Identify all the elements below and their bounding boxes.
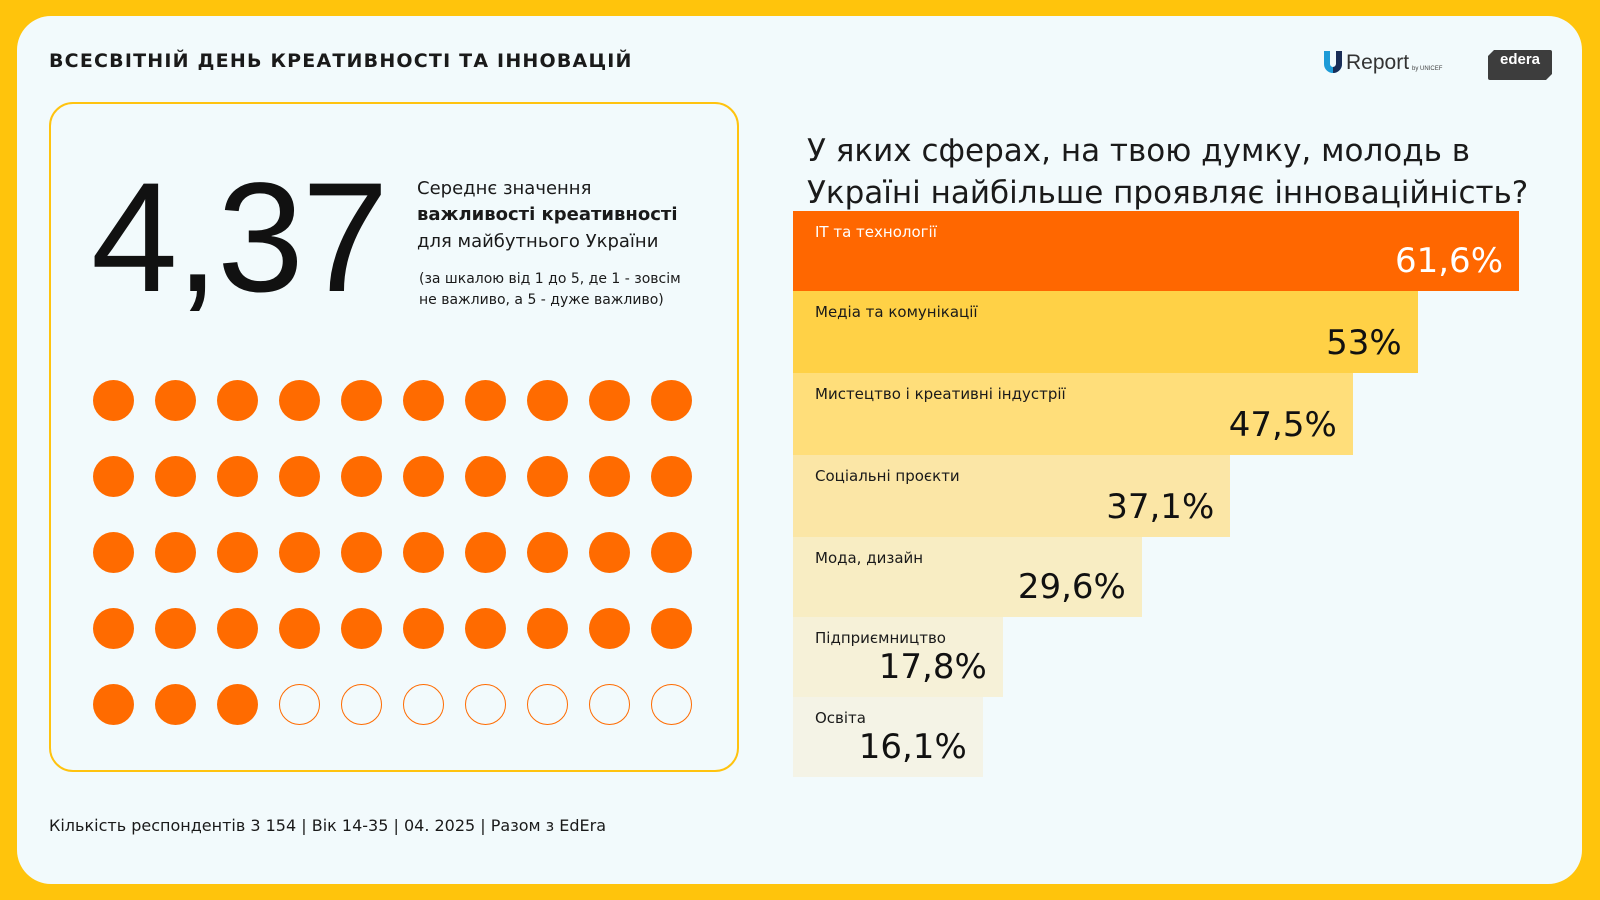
- bar-value-label: 17,8%: [878, 647, 987, 687]
- dot-filled: [341, 532, 382, 573]
- bar-value-label: 37,1%: [1106, 487, 1215, 527]
- bar: [793, 537, 1142, 617]
- dot-empty: [341, 684, 382, 725]
- footer-meta: Кількість респондентів 3 154 | Вік 14-35…: [49, 816, 607, 835]
- score-label-line2: важливості креативності: [417, 204, 678, 225]
- bar-value-label: 29,6%: [1017, 567, 1126, 607]
- logos: Report by UNICEF edera: [17, 46, 1582, 86]
- dot-filled: [589, 456, 630, 497]
- page-title: ВСЕСВІТНІЙ ДЕНЬ КРЕАТИВНОСТІ ТА ІННОВАЦІ…: [49, 50, 633, 72]
- chart-question: У яких сферах, на твою думку, молодь в У…: [807, 133, 1529, 211]
- dot-filled: [341, 608, 382, 649]
- bar: [793, 373, 1353, 455]
- bar: [793, 291, 1418, 373]
- dot-filled: [589, 608, 630, 649]
- dot-filled: [589, 532, 630, 573]
- bar: [793, 697, 983, 777]
- dot-empty: [403, 684, 444, 725]
- dot-filled: [217, 532, 258, 573]
- score-note-line1: (за шкалою від 1 до 5, де 1 - зовсім: [419, 271, 681, 287]
- dot-filled: [527, 456, 568, 497]
- dot-empty: [527, 684, 568, 725]
- dot-filled: [93, 380, 134, 421]
- ureport-name: Report: [1346, 51, 1410, 74]
- dot-filled: [651, 380, 692, 421]
- dot-filled: [279, 380, 320, 421]
- bar-value-label: 16,1%: [858, 727, 967, 767]
- dot-filled: [217, 456, 258, 497]
- edera-name: edera: [1499, 51, 1541, 68]
- dot-empty: [279, 684, 320, 725]
- dot-filled: [341, 380, 382, 421]
- ureport-logo: Report by UNICEF: [1323, 50, 1442, 74]
- dot-filled: [403, 456, 444, 497]
- dot-filled: [93, 684, 134, 725]
- dot-filled: [279, 456, 320, 497]
- dot-filled: [589, 380, 630, 421]
- dot-filled: [155, 456, 196, 497]
- dot-filled: [93, 532, 134, 573]
- dot-filled: [155, 380, 196, 421]
- dot-filled: [527, 380, 568, 421]
- dot-filled: [155, 608, 196, 649]
- score-value: 4,37: [91, 151, 389, 325]
- bar-category-label: Освіта: [815, 709, 866, 727]
- dot-empty: [651, 684, 692, 725]
- dot-filled: [465, 532, 506, 573]
- bar: [793, 211, 1519, 291]
- creativity-score-panel: 4,37 Середнє значення важливості креатив…: [49, 102, 739, 772]
- dot-filled: [651, 456, 692, 497]
- score-label-line1: Середнє значення: [417, 178, 592, 199]
- edera-logo: edera: [1488, 48, 1552, 80]
- ureport-by: by UNICEF: [1412, 66, 1443, 72]
- dot-filled: [217, 608, 258, 649]
- dot-filled: [155, 684, 196, 725]
- dot-filled: [651, 608, 692, 649]
- dot-filled: [155, 532, 196, 573]
- bar: [793, 617, 1003, 697]
- dot-filled: [341, 456, 382, 497]
- dot-empty: [465, 684, 506, 725]
- bar-value-label: 47,5%: [1228, 405, 1337, 445]
- dot-filled: [93, 456, 134, 497]
- dot-filled: [279, 532, 320, 573]
- bar-category-label: ІТ та технології: [815, 223, 937, 241]
- dot-filled: [465, 608, 506, 649]
- dot-grid: [51, 104, 741, 774]
- dot-filled: [217, 380, 258, 421]
- dot-filled: [527, 608, 568, 649]
- bar-category-label: Мистецтво і креативні індустрії: [815, 385, 1066, 403]
- dot-filled: [403, 608, 444, 649]
- dot-filled: [527, 532, 568, 573]
- score-label-line3: для майбутнього України: [417, 231, 659, 252]
- dot-filled: [217, 684, 258, 725]
- edera-badge-icon: [1488, 50, 1552, 80]
- bar-value-label: 61,6%: [1394, 241, 1503, 281]
- dot-filled: [279, 608, 320, 649]
- dot-filled: [93, 608, 134, 649]
- bar-category-label: Підприємництво: [815, 629, 946, 647]
- dot-filled: [651, 532, 692, 573]
- ureport-u-icon: [1324, 51, 1342, 73]
- bar-category-label: Соціальні проєкти: [815, 467, 960, 485]
- dot-filled: [465, 380, 506, 421]
- dot-filled: [465, 456, 506, 497]
- dot-filled: [403, 380, 444, 421]
- infographic-card: ВСЕСВІТНІЙ ДЕНЬ КРЕАТИВНОСТІ ТА ІННОВАЦІ…: [17, 16, 1582, 884]
- dot-empty: [589, 684, 630, 725]
- bar-value-label: 53%: [1326, 323, 1402, 363]
- dot-filled: [403, 532, 444, 573]
- score-note-line2: не важливо, а 5 - дуже важливо): [419, 292, 664, 308]
- bar-category-label: Медіа та комунікації: [815, 303, 978, 321]
- bar: [793, 455, 1231, 537]
- bar-category-label: Мода, дизайн: [815, 549, 924, 567]
